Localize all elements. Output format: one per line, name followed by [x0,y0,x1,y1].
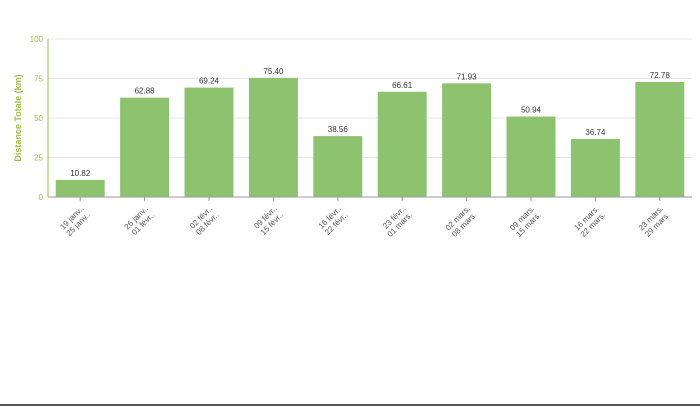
bar[interactable] [635,82,685,197]
x-tick-labels: 19 janv..25 janv.. 26 janv..01 févr.. 02 f… [58,204,671,239]
y-axis-label: Distance Totale (km) [13,74,23,161]
x-tick-label: 02 mars.08 mars. [444,204,479,239]
data-label: 50.94 [521,106,542,115]
y-tick-label: 75 [34,75,43,84]
x-tick-label: 23 févr..01 mars. [379,204,414,239]
bar[interactable] [248,77,298,197]
y-tick-label: 100 [30,35,44,44]
bar[interactable] [313,136,363,197]
bar[interactable] [55,179,105,197]
data-label: 38.56 [328,125,349,134]
data-labels: 10.82 62.88 69.24 75.40 38.56 66.61 71.93 50.94… [70,67,670,178]
x-tick-label: 09 févr..15 févr.. [252,204,285,237]
bar[interactable] [570,138,620,197]
data-label: 72.78 [650,71,671,80]
data-label: 10.82 [70,169,91,178]
x-tick-label: 02 févr..08 févr.. [188,204,221,237]
x-tick-label: 23 mars.29 mars. [637,204,672,239]
bar[interactable] [442,83,492,197]
x-tick-label: 16 févr..22 févr.. [317,204,350,237]
data-label: 66.61 [392,81,413,90]
bar[interactable] [184,87,234,197]
x-tick-label: 09 mars.15 mars. [508,204,543,239]
x-tick-label: 26 janv..01 févr.. [123,204,157,238]
bar[interactable] [506,116,556,197]
data-label: 36.74 [585,128,606,137]
data-label: 71.93 [457,72,478,81]
x-tick-label: 19 janv..25 janv.. [58,204,92,238]
data-label: 62.88 [135,87,156,96]
x-tick-label: 16 mars.22 mars. [572,204,607,239]
data-label: 75.40 [263,67,284,76]
bars [55,77,685,197]
y-tick-label: 0 [39,193,44,202]
data-label: 69.24 [199,77,220,86]
y-tick-label: 25 [34,154,43,163]
bar[interactable] [120,97,170,197]
axes [47,39,692,201]
y-tick-label: 50 [34,114,43,123]
y-tick-labels: 0 25 50 75 100 [30,35,44,202]
bottom-border [0,404,700,406]
bar[interactable] [377,91,427,197]
